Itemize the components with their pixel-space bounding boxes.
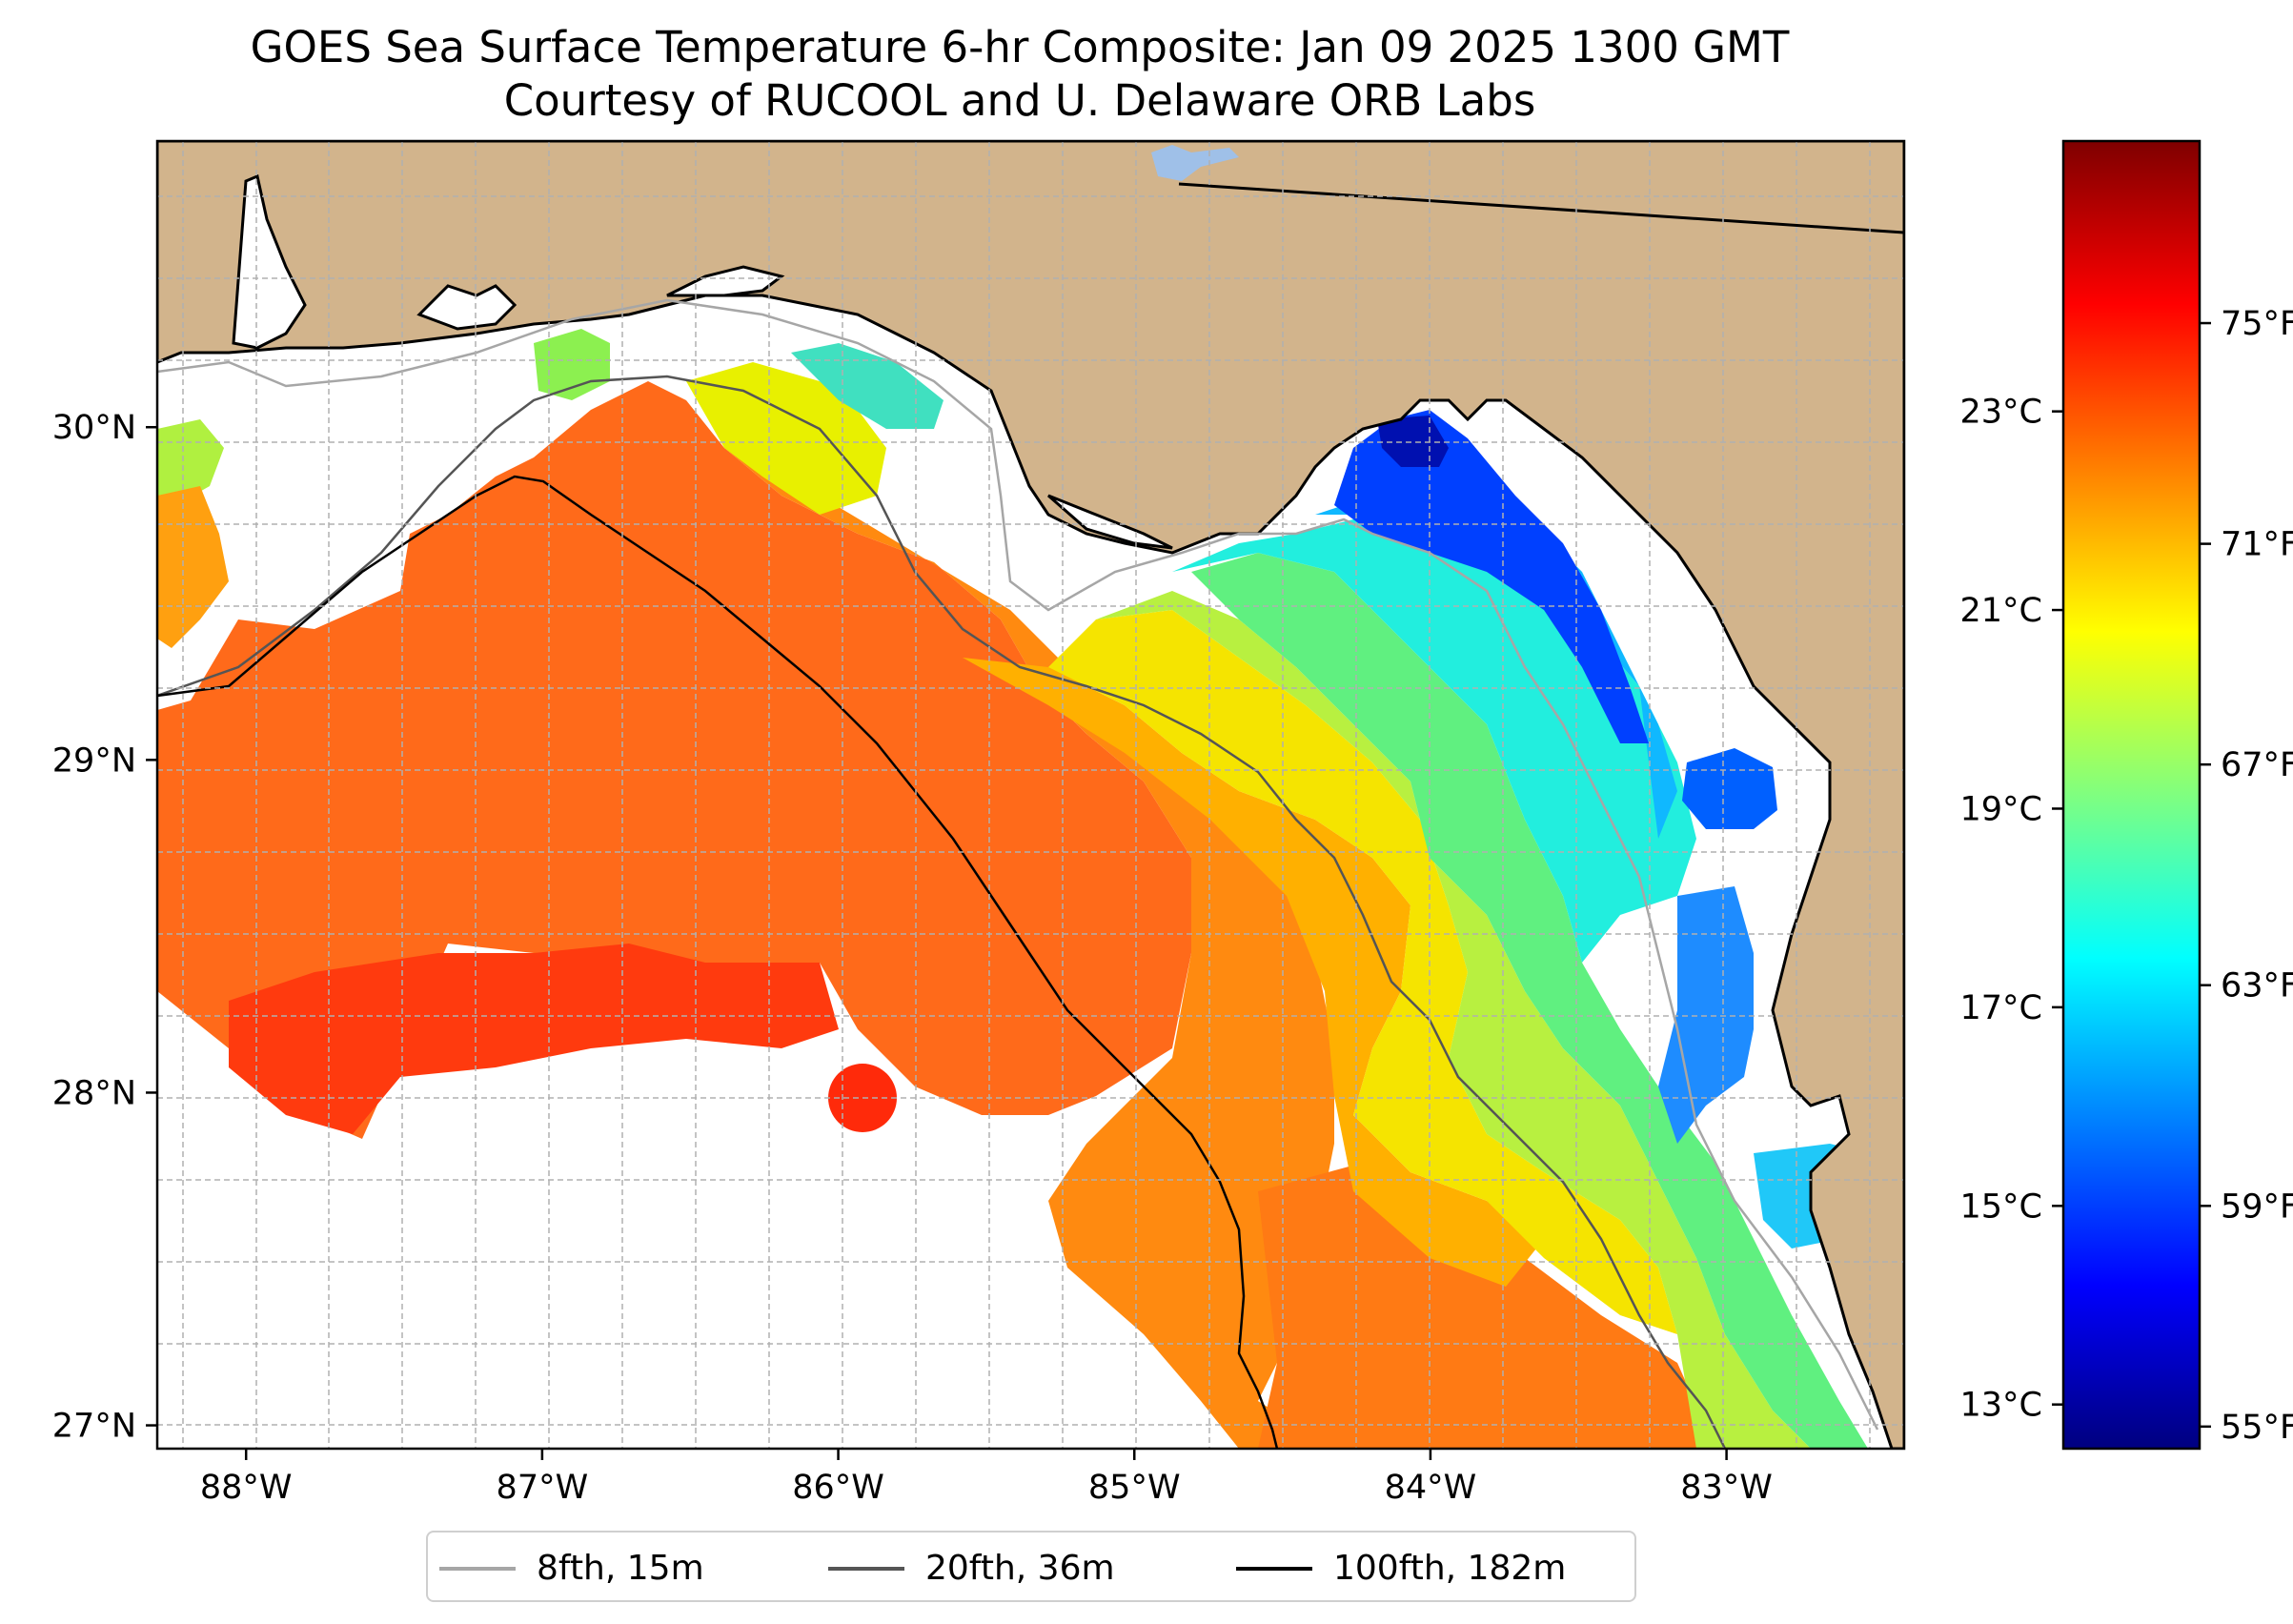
isobath-20fth <box>157 375 1727 1449</box>
longitude-axis: 88°W 87°W 86°W 85°W 84°W 83°W <box>200 1449 1773 1507</box>
legend-label-20fth: 20fth, 36m <box>925 1549 1115 1588</box>
legend-swatch-20fth <box>828 1566 904 1571</box>
sst-region-stjoe-cyan <box>791 343 944 429</box>
colorbar-gradient <box>2063 141 2200 1449</box>
legend-label-8fth: 8fth, 15m <box>537 1549 704 1588</box>
sst-region-darkblue <box>1377 416 1449 467</box>
chart-subtitle: Courtesy of RUCOOL and U. Delaware ORB L… <box>503 75 1536 126</box>
mobile-bay-water <box>232 173 307 350</box>
sst-region-southeast-orange <box>1258 1163 1715 1449</box>
sst-region-west-coastal-green <box>157 419 224 505</box>
map-panel <box>157 141 1904 1449</box>
celsius-tick-label: 21°C <box>1960 592 2042 630</box>
lake-seminole <box>1151 145 1239 181</box>
lat-tick-label: 28°N <box>52 1074 136 1112</box>
celsius-tick-label: 13°C <box>1960 1387 2042 1425</box>
isobath-100fth <box>157 475 1279 1449</box>
fahrenheit-tick-label: 55°F <box>2221 1409 2293 1447</box>
lat-tick-label: 30°N <box>52 409 136 447</box>
legend-item-8fth: 8fth, 15m <box>439 1533 704 1604</box>
legend-swatch-8fth <box>439 1566 516 1571</box>
fahrenheit-tick-label: 67°F <box>2221 746 2293 784</box>
sst-region-west-orange <box>157 381 1191 1139</box>
map-gridlines <box>157 141 1904 1449</box>
sst-region-blue <box>1334 410 1649 743</box>
lon-tick-label: 84°W <box>1385 1469 1477 1507</box>
celsius-tick-label: 15°C <box>1960 1188 2042 1226</box>
fahrenheit-tick-label: 63°F <box>2221 967 2293 1005</box>
state-border <box>1178 182 1904 234</box>
fahrenheit-tick-label: 59°F <box>2221 1188 2293 1226</box>
sst-region-central-orange <box>724 448 1334 1449</box>
sst-region-west-coastal-orange <box>157 486 229 648</box>
lon-tick-label: 86°W <box>792 1469 884 1507</box>
sst-region-blue-lower <box>1658 886 1754 1144</box>
map-frame <box>155 139 1906 1451</box>
fahrenheit-tick-label: 75°F <box>2221 305 2293 343</box>
sst-region-destin-yellow <box>686 362 886 515</box>
legend-item-20fth: 20fth, 36m <box>828 1533 1115 1604</box>
land-north <box>157 141 1904 1449</box>
lat-tick-label: 29°N <box>52 741 136 780</box>
isobath-8fth <box>157 298 1879 1431</box>
colorbar-frame <box>2061 139 2202 1451</box>
colorbar: 13°C 15°C 17°C 19°C 21°C 23°C 55°F 59°F 63°F 67°… <box>1960 139 2293 1451</box>
sst-region-redorange-band <box>229 944 839 1134</box>
sst-region-yellow-green <box>1096 591 1811 1449</box>
chart-title: GOES Sea Surface Temperature 6-hr Compos… <box>250 22 1790 72</box>
sst-region-yellow-orange <box>963 658 1544 1287</box>
colorbar-fahrenheit-axis: 55°F 59°F 63°F 67°F 71°F 75°F <box>2200 305 2293 1447</box>
lon-tick-label: 87°W <box>497 1469 589 1507</box>
legend-swatch-100fth <box>1236 1566 1312 1571</box>
sst-field <box>157 329 1887 1449</box>
apalachicola-bay-water <box>1047 494 1173 550</box>
sst-blue-patch <box>1682 748 1777 829</box>
celsius-tick-label: 17°C <box>1960 989 2042 1027</box>
sst-region-green <box>1191 553 1868 1449</box>
lon-tick-label: 88°W <box>200 1469 293 1507</box>
lon-tick-label: 85°W <box>1088 1469 1181 1507</box>
colorbar-celsius-axis: 13°C 15°C 17°C 19°C 21°C 23°C <box>1960 394 2063 1425</box>
celsius-tick-label: 23°C <box>1960 394 2042 432</box>
isobath-legend: 8fth, 15m 20fth, 36m 100fth, 182m <box>426 1531 1636 1602</box>
legend-item-100fth: 100fth, 182m <box>1236 1533 1566 1604</box>
sst-region-yellow <box>1048 610 1677 1334</box>
lon-tick-label: 83°W <box>1680 1469 1773 1507</box>
pensacola-bay-water <box>416 284 517 331</box>
latitude-axis: 27°N 28°N 29°N 30°N <box>52 409 157 1446</box>
land-masses <box>157 141 1904 1449</box>
celsius-tick-label: 19°C <box>1960 790 2042 828</box>
fahrenheit-tick-label: 71°F <box>2221 526 2293 564</box>
lat-tick-label: 27°N <box>52 1408 136 1446</box>
legend-label-100fth: 100fth, 182m <box>1333 1549 1567 1588</box>
